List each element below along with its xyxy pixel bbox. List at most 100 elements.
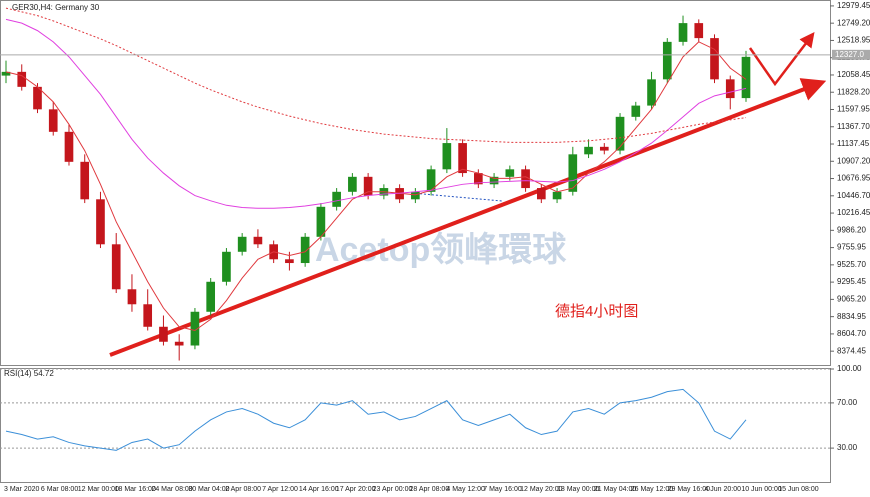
x-tick-label: 30 Mar 04:00 bbox=[188, 486, 229, 493]
candle-body bbox=[631, 105, 641, 117]
y-tick-label: 8834.95 bbox=[837, 312, 866, 321]
candle-body bbox=[332, 191, 341, 207]
candle-body bbox=[662, 41, 672, 80]
x-tick-label: 10 Jun 00:00 bbox=[741, 486, 782, 493]
main-pane bbox=[0, 0, 831, 366]
x-tick-label: 23 Apr 00:00 bbox=[373, 486, 413, 493]
drawn-line bbox=[411, 192, 503, 202]
candle-body bbox=[458, 143, 467, 174]
line bbox=[5, 41, 747, 332]
candle-body bbox=[80, 161, 90, 200]
x-tick-label: 26 May 12:00 bbox=[631, 486, 674, 493]
y-tick-label: 11367.70 bbox=[837, 122, 870, 131]
candle-body bbox=[710, 38, 719, 80]
x-tick-label: 18 Mar 16:00 bbox=[115, 486, 156, 493]
candle-body bbox=[363, 176, 373, 196]
candle-body bbox=[741, 56, 751, 99]
x-tick-label: 7 May 16:00 bbox=[483, 486, 522, 493]
x-tick-label: 12 Mar 00:00 bbox=[78, 486, 119, 493]
x-tick-label: 2 Apr 08:00 bbox=[225, 486, 261, 493]
x-tick-label: 14 Apr 16:00 bbox=[299, 486, 339, 493]
candle-body bbox=[222, 251, 231, 282]
forecast-arrow bbox=[748, 32, 815, 87]
x-tick-label: 29 May 16:00 bbox=[668, 486, 711, 493]
line bbox=[5, 388, 747, 451]
candle-body bbox=[552, 191, 562, 200]
candle-body bbox=[348, 176, 357, 192]
y-tick-label: 100.00 bbox=[837, 364, 862, 373]
x-tick-label: 7 Apr 12:00 bbox=[262, 486, 298, 493]
candle-body bbox=[300, 236, 310, 264]
candle-body bbox=[521, 169, 530, 189]
candle-body bbox=[599, 146, 609, 151]
y-tick-label: 10907.20 bbox=[837, 156, 870, 165]
line bbox=[5, 18, 747, 209]
x-tick-label: 18 May 00:00 bbox=[557, 486, 600, 493]
candle-body bbox=[48, 109, 58, 132]
chart-title: GER30,H4: Germany 30 bbox=[12, 3, 100, 12]
y-tick-label: 12058.45 bbox=[837, 70, 870, 79]
watermark: Acetop领峰環球 bbox=[315, 231, 567, 269]
x-tick-label: 15 Jun 08:00 bbox=[778, 486, 819, 493]
candle-body bbox=[143, 304, 153, 327]
y-tick-label: 9065.20 bbox=[837, 294, 866, 303]
candle-body bbox=[678, 23, 688, 42]
x-tick-label: 4 May 12:00 bbox=[446, 486, 485, 493]
y-tick-label: 9525.70 bbox=[837, 260, 866, 269]
candle-body bbox=[174, 341, 184, 346]
candle-body bbox=[316, 206, 326, 237]
candle-body bbox=[442, 143, 452, 170]
candle-body bbox=[568, 154, 578, 192]
candle-body bbox=[694, 23, 704, 39]
trend-arrow bbox=[109, 78, 827, 357]
candle-body bbox=[536, 188, 546, 200]
y-tick-label: 9986.20 bbox=[837, 225, 866, 234]
candle-body bbox=[237, 236, 247, 252]
candle-body bbox=[127, 289, 137, 305]
y-tick-label: 12979.45 bbox=[837, 1, 870, 10]
y-tick-label: 11828.20 bbox=[837, 87, 870, 96]
x-tick-label: 3 Mar 2020 bbox=[4, 486, 40, 493]
candle-body bbox=[426, 169, 436, 192]
y-tick-label: 11137.45 bbox=[837, 139, 870, 148]
candle-body bbox=[474, 173, 483, 185]
candle-body bbox=[1, 71, 11, 76]
y-tick-label: 8374.45 bbox=[837, 346, 866, 355]
y-tick-label: 30.00 bbox=[837, 443, 858, 452]
x-tick-label: 28 Apr 08:00 bbox=[410, 486, 450, 493]
last-price-box bbox=[832, 49, 870, 60]
candle-body bbox=[725, 79, 735, 99]
y-tick-label: 12749.20 bbox=[837, 18, 870, 27]
y-tick-label: 11597.95 bbox=[837, 105, 870, 114]
candle-body bbox=[159, 326, 168, 342]
candle-body bbox=[505, 169, 515, 177]
candle-body bbox=[33, 86, 42, 110]
x-tick-label: 6 Mar 08:00 bbox=[41, 486, 78, 493]
candle-body bbox=[190, 311, 200, 346]
candle-body bbox=[206, 281, 216, 312]
candle-body bbox=[64, 131, 74, 162]
y-tick-label: 10446.70 bbox=[837, 191, 870, 200]
last-price-label: 12327.0 bbox=[835, 50, 864, 59]
y-tick-label: 8604.70 bbox=[837, 329, 866, 338]
x-tick-label: 17 Apr 20:00 bbox=[336, 486, 376, 493]
x-tick-label: 21 May 04:00 bbox=[594, 486, 637, 493]
y-tick-label: 10676.95 bbox=[837, 174, 870, 183]
candle-body bbox=[647, 79, 656, 106]
x-tick-label: 24 Mar 08:00 bbox=[151, 486, 192, 493]
candle-body bbox=[285, 259, 294, 264]
y-tick-label: 70.00 bbox=[837, 398, 858, 407]
candle-body bbox=[411, 191, 420, 200]
candle-body bbox=[17, 71, 27, 87]
y-tick-label: 10216.45 bbox=[837, 208, 870, 217]
line bbox=[5, 7, 747, 143]
candle-body bbox=[584, 146, 593, 155]
y-tick-label: 12518.95 bbox=[837, 36, 870, 45]
annotation: 德指4小时图 bbox=[555, 302, 638, 320]
candle-body bbox=[96, 199, 105, 245]
candle-body bbox=[489, 176, 499, 185]
candle-body bbox=[253, 236, 263, 245]
x-tick-label: 12 May 20:00 bbox=[520, 486, 563, 493]
candle-body bbox=[111, 244, 121, 290]
